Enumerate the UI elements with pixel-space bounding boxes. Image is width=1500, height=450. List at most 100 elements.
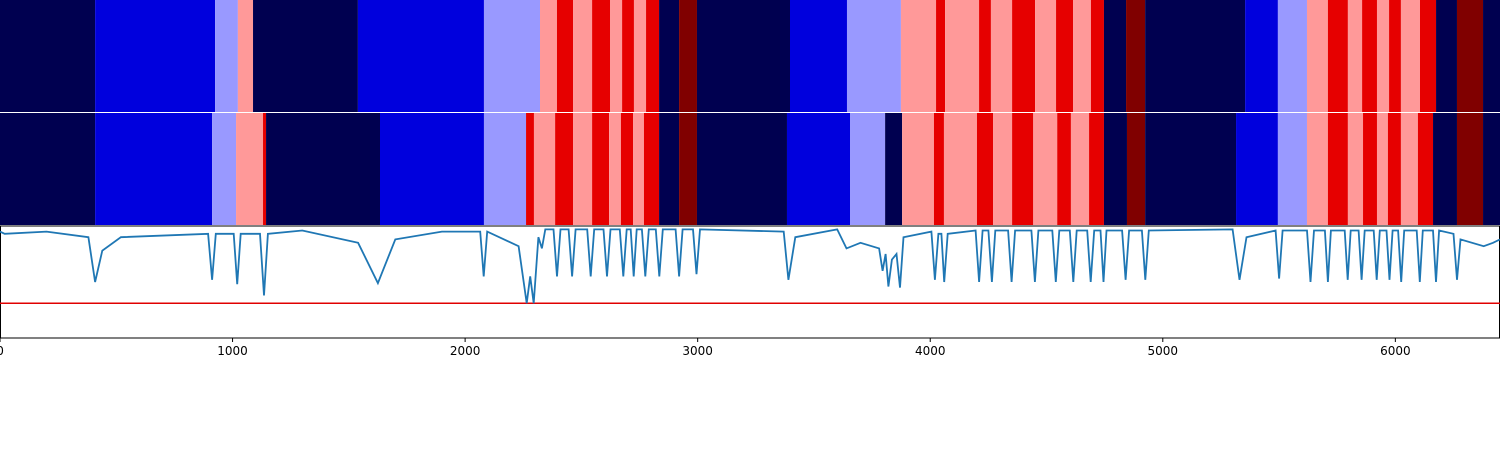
- segment: [1389, 0, 1401, 112]
- segment: [573, 0, 593, 112]
- segment: [1436, 0, 1457, 112]
- segment: [1327, 0, 1348, 112]
- segment: [633, 113, 644, 225]
- segment: [592, 0, 610, 112]
- segment: [679, 113, 697, 225]
- segment: [976, 113, 994, 225]
- segment: [633, 0, 647, 112]
- x-tick-label: 1000: [217, 344, 248, 358]
- segment: [993, 113, 1013, 225]
- segment: [1362, 0, 1377, 112]
- segment: [1103, 113, 1127, 225]
- segment: [1056, 0, 1074, 112]
- segment: [945, 0, 980, 112]
- segment: [790, 0, 847, 112]
- segment: [1433, 113, 1457, 225]
- x-tick-label: 0: [0, 344, 4, 358]
- segment: [533, 113, 556, 225]
- segment: [1089, 113, 1104, 225]
- segment: [526, 113, 534, 225]
- segment: [1126, 113, 1146, 225]
- segment: [556, 0, 574, 112]
- segment: [212, 113, 237, 225]
- segment: [679, 0, 697, 112]
- segment: [990, 0, 1013, 112]
- segment: [659, 113, 680, 225]
- segment: [1306, 113, 1328, 225]
- segment: [236, 113, 264, 225]
- segment: [1363, 113, 1377, 225]
- segment: [237, 0, 254, 112]
- segment: [1483, 0, 1500, 112]
- segment: [266, 113, 380, 225]
- segment: [1012, 0, 1036, 112]
- segment: [646, 0, 660, 112]
- segment: [933, 113, 944, 225]
- segment: [1236, 113, 1278, 225]
- segment: [1327, 113, 1348, 225]
- segment: [215, 0, 238, 112]
- segment: [95, 113, 213, 225]
- segment: [540, 0, 557, 112]
- segment: [1070, 113, 1090, 225]
- segment: [1306, 0, 1328, 112]
- segment: [1126, 0, 1146, 112]
- segment: [592, 113, 610, 225]
- segment: [1456, 0, 1484, 112]
- x-tick-label: 3000: [682, 344, 713, 358]
- segment: [1456, 113, 1484, 225]
- segment: [1103, 0, 1127, 112]
- segment: [943, 113, 977, 225]
- segment: [555, 113, 574, 225]
- segment: [1145, 0, 1246, 112]
- segment: [659, 0, 680, 112]
- segment: [1073, 0, 1091, 112]
- segment: [0, 113, 96, 225]
- segment: [1400, 0, 1420, 112]
- segment: [900, 0, 937, 112]
- segment: [483, 113, 527, 225]
- segment: [936, 0, 946, 112]
- segment: [1277, 0, 1307, 112]
- segment: [0, 0, 96, 112]
- segment: [622, 0, 634, 112]
- segment: [1277, 113, 1307, 225]
- segment: [1483, 113, 1500, 225]
- segment: [1012, 113, 1034, 225]
- segment: [620, 113, 634, 225]
- segment: [483, 0, 540, 112]
- segment: [1400, 113, 1418, 225]
- plot-frame: [0, 225, 1500, 339]
- segment: [846, 0, 901, 112]
- segment: [1376, 0, 1390, 112]
- segment: [1347, 0, 1363, 112]
- segment: [573, 113, 593, 225]
- segment: [253, 0, 358, 112]
- segment: [1347, 113, 1364, 225]
- segment: [643, 113, 660, 225]
- segment: [357, 0, 484, 112]
- x-tick-label: 2000: [450, 344, 481, 358]
- segment: [696, 0, 790, 112]
- segment: [95, 0, 216, 112]
- segment: [380, 113, 484, 225]
- segment: [902, 113, 934, 225]
- segment: [1417, 113, 1434, 225]
- segment: [610, 0, 623, 112]
- segment: [979, 0, 991, 112]
- x-tick-label: 4000: [915, 344, 946, 358]
- segment: [1090, 0, 1104, 112]
- segment: [885, 113, 903, 225]
- segment: [1376, 113, 1388, 225]
- segment: [1057, 113, 1071, 225]
- segment: [1245, 0, 1278, 112]
- segment: [1387, 113, 1401, 225]
- segment: [850, 113, 886, 225]
- segment: [696, 113, 787, 225]
- segment: [1145, 113, 1237, 225]
- segment: [263, 113, 267, 225]
- segment: [609, 113, 621, 225]
- signal-line: [0, 228, 1500, 304]
- segment: [1420, 0, 1437, 112]
